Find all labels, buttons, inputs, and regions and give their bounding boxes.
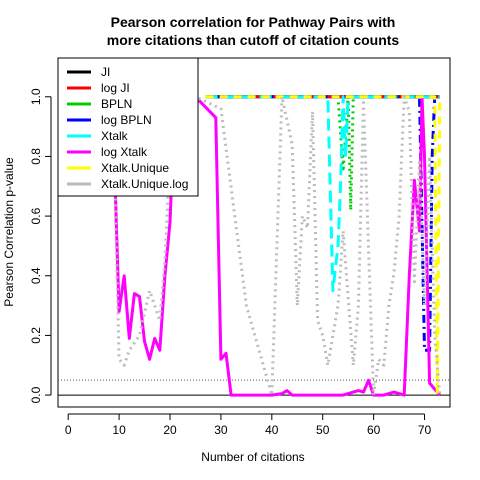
y-tick-label-4: 0.8: [29, 148, 43, 165]
chart-title-line-2: more citations than cutoff of citation c…: [107, 32, 400, 48]
series-line-6: [205, 95, 442, 397]
x-tick-label-3: 30: [214, 423, 228, 437]
plot-frame: [57, 57, 451, 408]
x-tick-label-7: 70: [418, 423, 432, 437]
legend-label-7: Xtalk.Unique.log: [101, 177, 188, 191]
x-tick-label-1: 10: [112, 423, 126, 437]
legend: JI log JI BPLN log BPLN Xtalk log Xtalk Xtalk.…: [57, 57, 199, 197]
series-line-5: [107, 95, 441, 397]
series-line-2: [205, 95, 440, 212]
x-tick-label-2: 20: [163, 423, 177, 437]
y-axis-label: Pearson Correlation p-value: [2, 157, 16, 307]
y-tick-label-5: 1.0: [29, 88, 43, 105]
legend-box: [57, 57, 199, 197]
x-tick-label-6: 60: [367, 423, 381, 437]
legend-label-5: log Xtalk: [101, 145, 148, 159]
legend-label-1: log JI: [101, 81, 130, 95]
x-tick-label-4: 40: [265, 423, 279, 437]
x-tick-label-0: 0: [65, 423, 72, 437]
legend-label-6: Xtalk.Unique: [101, 161, 169, 175]
axes: 0 10 20 30 40 50 60 70 0.0 0.2 0.4 0.6 0.8 1.0: [29, 88, 432, 437]
series-line-7: [107, 95, 442, 397]
legend-label-2: BPLN: [101, 97, 132, 111]
x-axis-label: Number of citations: [201, 450, 304, 464]
series-line-4: [205, 95, 440, 293]
y-tick-label-3: 0.6: [29, 207, 43, 224]
y-tick-label-0: 0.0: [29, 386, 43, 403]
series-lines: [107, 95, 442, 397]
series-line-3: [205, 95, 440, 352]
chart-title-line-1: Pearson correlation for Pathway Pairs wi…: [111, 14, 396, 30]
y-tick-label-2: 0.4: [29, 267, 43, 284]
legend-label-3: log BPLN: [101, 113, 152, 127]
legend-label-4: Xtalk: [101, 129, 129, 143]
y-tick-label-1: 0.2: [29, 327, 43, 344]
legend-label-0: JI: [101, 65, 110, 79]
x-tick-label-5: 50: [316, 423, 330, 437]
